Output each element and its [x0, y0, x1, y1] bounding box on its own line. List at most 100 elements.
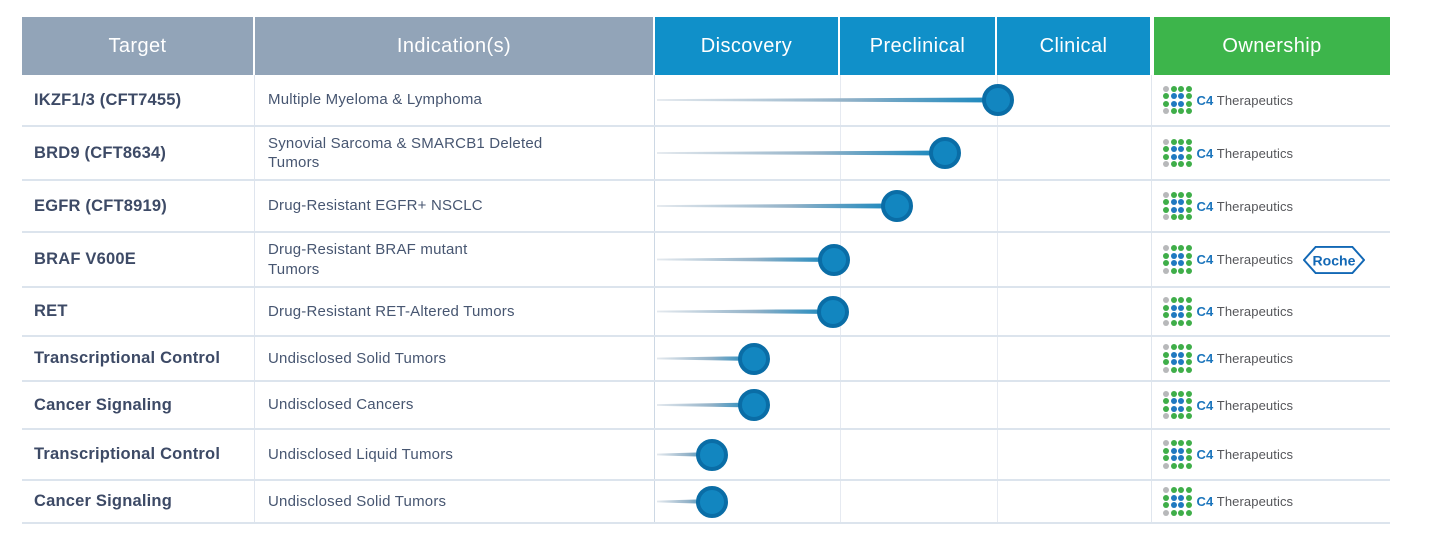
c4-wordmark-bold: C4 [1196, 92, 1214, 108]
indication-cell: Undisclosed Solid Tumors [255, 337, 655, 380]
target-cell: Transcriptional Control [22, 430, 255, 479]
ownership-cell: C4 Therapeutics [1152, 127, 1390, 179]
c4-therapeutics-wordmark: C4 Therapeutics [1197, 146, 1294, 161]
progress-dot-icon [738, 342, 770, 375]
target-cell: RET [22, 288, 255, 335]
c4-wordmark-bold: C4 [1196, 145, 1214, 161]
phase-boundary-line [840, 430, 841, 479]
c4-therapeutics-logo: C4 Therapeutics [1163, 245, 1293, 274]
c4-dot-matrix-icon [1163, 344, 1192, 373]
stage-chart-cell [655, 127, 1152, 179]
stage-chart-cell [655, 288, 1152, 335]
progress-dot-icon [929, 137, 961, 169]
progress-line [657, 309, 835, 314]
phase-boundary-line [997, 233, 998, 286]
ownership-cell: C4 Therapeutics [1152, 337, 1390, 380]
progress-dot-icon [696, 438, 728, 471]
ownership-cell: C4 Therapeutics [1152, 181, 1390, 231]
c4-therapeutics-wordmark: C4 Therapeutics [1197, 252, 1294, 267]
progress-dot-icon [696, 485, 728, 518]
therapeutics-wordmark: Therapeutics [1213, 494, 1294, 509]
c4-therapeutics-wordmark: C4 Therapeutics [1197, 304, 1294, 319]
c4-dot-matrix-icon [1163, 191, 1192, 221]
header-phase-preclinical: Preclinical [840, 17, 997, 75]
stage-chart-cell [655, 481, 1152, 522]
ownership-cell: C4 Therapeutics [1152, 481, 1390, 522]
therapeutics-wordmark: Therapeutics [1213, 351, 1294, 366]
c4-therapeutics-logo: C4 Therapeutics [1163, 487, 1293, 516]
pipeline-table: Target Indication(s) Discovery Preclinic… [22, 17, 1390, 524]
c4-wordmark-bold: C4 [1196, 304, 1214, 319]
pipeline-row: Cancer Signaling Undisclosed Cancers C4 … [22, 382, 1390, 430]
pipeline-row: IKZF1/3 (CFT7455) Multiple Myeloma & Lym… [22, 75, 1390, 127]
stage-chart-cell [655, 337, 1152, 380]
header-ownership: Ownership [1152, 17, 1390, 75]
progress-line [657, 257, 836, 262]
c4-dot-matrix-icon [1163, 297, 1192, 326]
indication-cell: Drug-Resistant RET-Altered Tumors [255, 288, 655, 335]
c4-dot-matrix-icon [1163, 85, 1192, 115]
c4-therapeutics-logo: C4 Therapeutics [1163, 440, 1293, 469]
therapeutics-wordmark: Therapeutics [1213, 198, 1294, 214]
pipeline-row: EGFR (CFT8919) Drug-Resistant EGFR+ NSCL… [22, 181, 1390, 233]
stage-chart-cell [655, 430, 1152, 479]
pipeline-row: Cancer Signaling Undisclosed Solid Tumor… [22, 481, 1390, 524]
stage-chart-cell [655, 181, 1152, 231]
table-header-row: Target Indication(s) Discovery Preclinic… [22, 17, 1390, 75]
indication-cell: Undisclosed Liquid Tumors [255, 430, 655, 479]
target-cell: Cancer Signaling [22, 481, 255, 522]
header-indication: Indication(s) [255, 17, 655, 75]
c4-wordmark-bold: C4 [1196, 397, 1214, 413]
phase-boundary-line [997, 337, 998, 380]
phase-boundary-line [997, 288, 998, 335]
c4-dot-matrix-icon [1163, 390, 1192, 420]
target-cell: Cancer Signaling [22, 382, 255, 428]
c4-therapeutics-wordmark: C4 Therapeutics [1197, 447, 1294, 462]
phase-boundary-line [997, 430, 998, 479]
therapeutics-wordmark: Therapeutics [1213, 145, 1294, 161]
c4-wordmark-bold: C4 [1196, 447, 1214, 462]
ownership-cell: C4 Therapeutics [1152, 430, 1390, 479]
therapeutics-wordmark: Therapeutics [1213, 304, 1294, 319]
indication-cell: Undisclosed Cancers [255, 382, 655, 428]
progress-dot-icon [982, 84, 1014, 116]
progress-dot-icon [881, 190, 913, 222]
therapeutics-wordmark: Therapeutics [1213, 92, 1294, 108]
progress-dot-icon [738, 389, 770, 421]
therapeutics-wordmark: Therapeutics [1213, 397, 1294, 413]
header-target: Target [22, 17, 255, 75]
c4-wordmark-bold: C4 [1196, 252, 1214, 267]
progress-line [657, 97, 1000, 103]
header-phase-clinical: Clinical [997, 17, 1152, 75]
phase-boundary-line [840, 337, 841, 380]
roche-logo: Roche [1303, 245, 1366, 274]
progress-line [657, 203, 899, 209]
phase-boundary-line [840, 481, 841, 522]
c4-therapeutics-wordmark: C4 Therapeutics [1197, 398, 1294, 413]
phase-boundary-line [997, 382, 998, 428]
c4-therapeutics-logo: C4 Therapeutics [1163, 138, 1294, 168]
ownership-cell: C4 Therapeutics Roche [1152, 233, 1390, 286]
progress-dot-icon [818, 243, 850, 276]
c4-therapeutics-logo: C4 Therapeutics [1163, 390, 1294, 420]
c4-therapeutics-wordmark: C4 Therapeutics [1197, 494, 1294, 509]
c4-wordmark-bold: C4 [1196, 198, 1214, 214]
c4-therapeutics-wordmark: C4 Therapeutics [1197, 93, 1294, 108]
therapeutics-wordmark: Therapeutics [1213, 252, 1294, 267]
pipeline-row: BRD9 (CFT8634) Synovial Sarcoma & SMARCB… [22, 127, 1390, 181]
stage-chart-cell [655, 233, 1152, 286]
c4-therapeutics-wordmark: C4 Therapeutics [1197, 199, 1294, 214]
target-cell: EGFR (CFT8919) [22, 181, 255, 231]
ownership-cell: C4 Therapeutics [1152, 382, 1390, 428]
stage-chart-cell [655, 382, 1152, 428]
therapeutics-wordmark: Therapeutics [1213, 447, 1294, 462]
target-cell: Transcriptional Control [22, 337, 255, 380]
pipeline-row: Transcriptional Control Undisclosed Soli… [22, 337, 1390, 382]
indication-cell: Multiple Myeloma & Lymphoma [255, 75, 655, 125]
phase-boundary-line [997, 181, 998, 231]
target-cell: BRD9 (CFT8634) [22, 127, 255, 179]
target-cell: BRAF V600E [22, 233, 255, 286]
ownership-cell: C4 Therapeutics [1152, 75, 1390, 125]
c4-therapeutics-logo: C4 Therapeutics [1163, 297, 1293, 326]
progress-dot-icon [817, 295, 849, 328]
